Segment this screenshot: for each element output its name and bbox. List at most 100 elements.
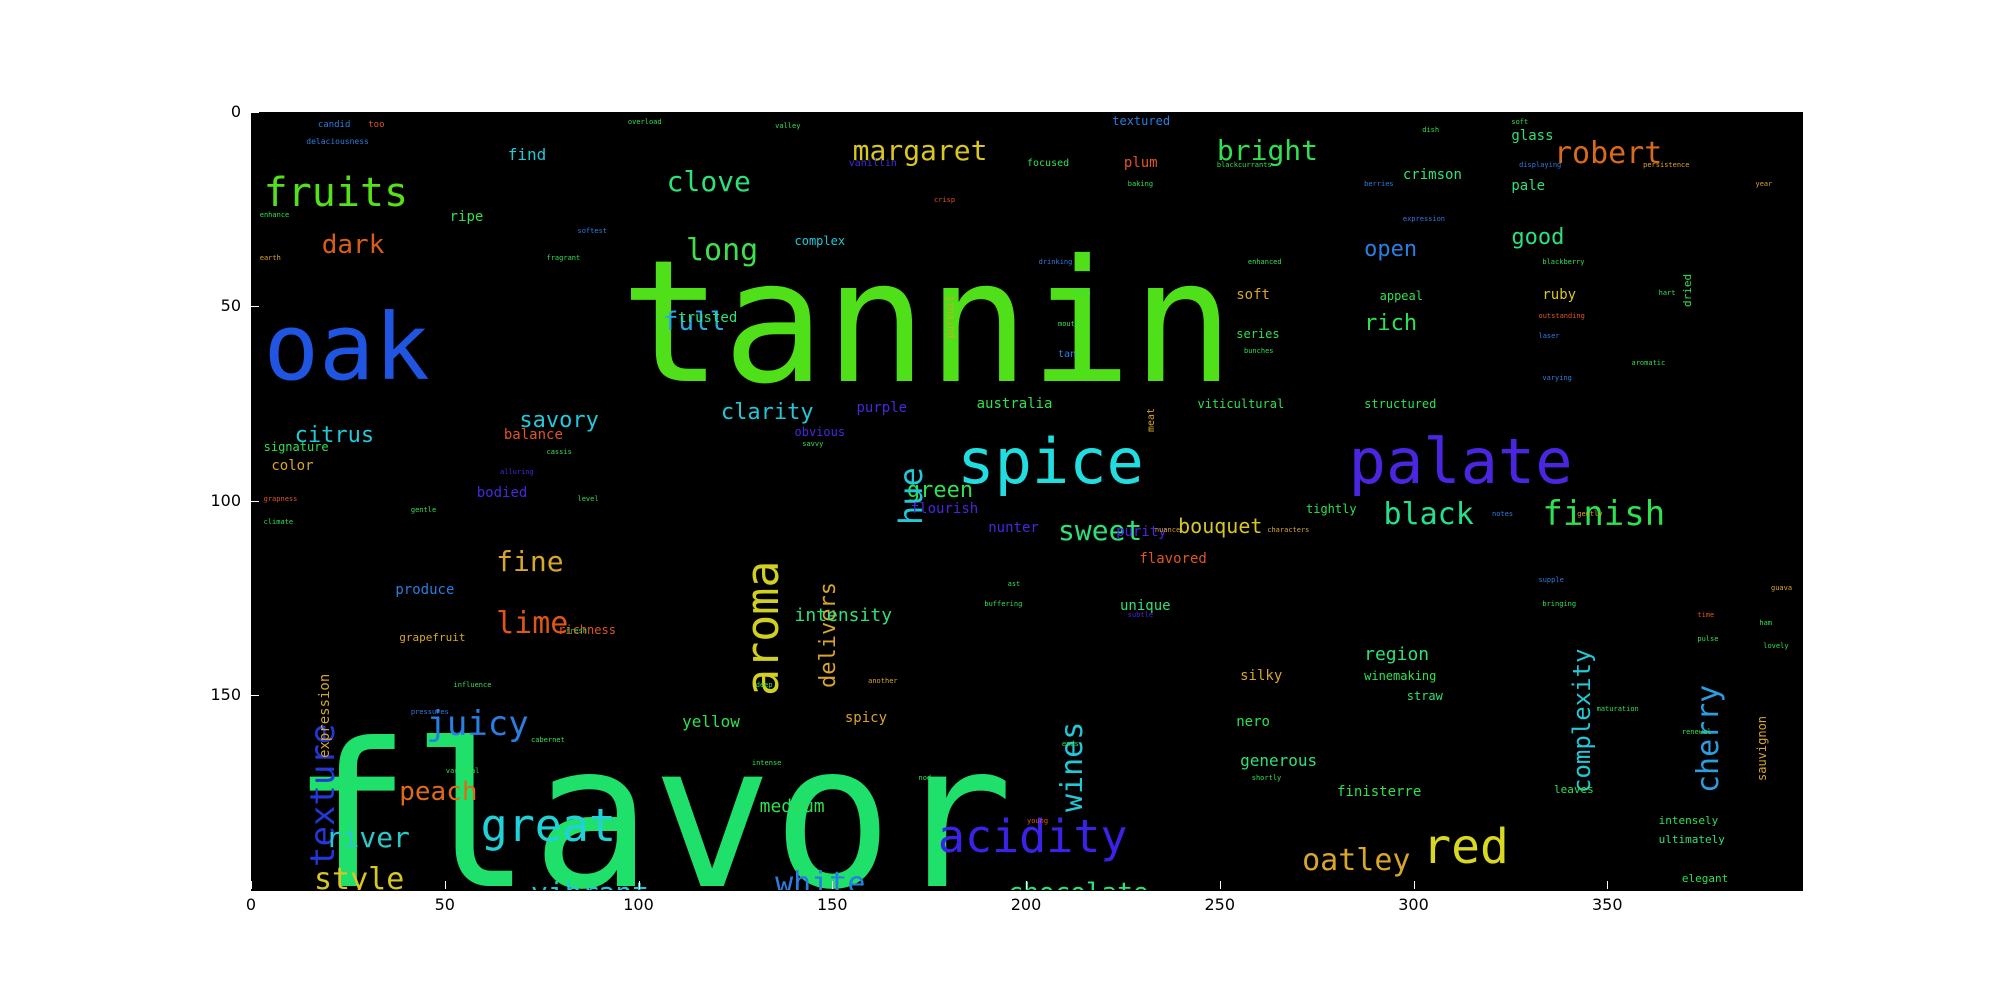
x-tick-mark xyxy=(1413,881,1415,889)
word-drinking: drinking xyxy=(1038,257,1073,266)
word-gentle: gentle xyxy=(410,506,437,515)
x-tick-label: 50 xyxy=(434,895,455,914)
word-berries: berries xyxy=(1364,180,1394,189)
word-juicy: juicy xyxy=(426,703,529,744)
word-purity: purity xyxy=(1116,523,1167,540)
word-series: series xyxy=(1236,327,1280,342)
word-tan: tan xyxy=(1058,348,1077,360)
word-bright: bright xyxy=(1216,133,1319,167)
y-tick-mark xyxy=(251,112,259,113)
word-nero: nero xyxy=(1236,714,1270,731)
word-shortly: shortly xyxy=(1251,774,1282,783)
word-dark: dark xyxy=(321,229,385,260)
word-black: black xyxy=(1383,497,1474,533)
word-balance: balance xyxy=(503,426,563,443)
word-unique: unique xyxy=(1120,597,1171,614)
word-dried: dried xyxy=(1680,274,1694,308)
x-tick-mark xyxy=(638,881,640,889)
word-year: year xyxy=(1755,180,1773,189)
word-too: too xyxy=(368,120,385,131)
word-laser: laser xyxy=(1538,331,1560,340)
word-grapness: grapness xyxy=(263,494,298,503)
word-good: good xyxy=(1511,225,1565,251)
word-margaret: margaret xyxy=(852,133,988,167)
word-richness: richness xyxy=(558,622,616,637)
word-aroma: aroma xyxy=(736,560,790,696)
word-complexity: complexity xyxy=(1567,648,1596,793)
word-flavored: flavored xyxy=(1139,551,1207,568)
word-young: young xyxy=(1027,817,1049,826)
word-red: red xyxy=(1422,819,1509,876)
word-pressures: pressures xyxy=(410,708,449,717)
word-nod: nod xyxy=(918,774,932,783)
x-tick-mark xyxy=(1219,881,1221,889)
word-ast: ast xyxy=(1007,580,1021,589)
word-maturation: maturation xyxy=(1596,704,1639,713)
word-pale: pale xyxy=(1511,178,1546,195)
word-hart: hart xyxy=(1658,288,1676,297)
word-clarity: clarity xyxy=(720,399,814,425)
word-full: full xyxy=(662,307,726,338)
word-blackcurrants: blackcurrants xyxy=(1216,160,1272,169)
word-spicy: spicy xyxy=(844,710,888,727)
word-complex: complex xyxy=(794,234,846,249)
word-softest: softest xyxy=(577,226,608,235)
word-dish: dish xyxy=(1422,125,1440,134)
word-renewal: renewal xyxy=(1681,727,1712,736)
word-valley: valley xyxy=(775,121,801,130)
word-earth: earth xyxy=(259,253,281,262)
word-supple: supple xyxy=(1538,576,1564,585)
word-blackberry: blackberry xyxy=(1542,257,1585,266)
word-vibrant: vibrant xyxy=(531,878,649,890)
word-finish: finish xyxy=(1542,493,1666,534)
x-tick-mark xyxy=(251,881,252,889)
word-winemaking: winemaking xyxy=(1364,669,1437,684)
word-green: green xyxy=(906,477,974,503)
word-peach: peach xyxy=(399,777,478,808)
x-tick-mark xyxy=(1607,881,1609,889)
word-citrus: citrus xyxy=(294,423,375,449)
word-flavor: flavor xyxy=(290,701,1014,891)
word-robert: robert xyxy=(1554,135,1663,171)
word-sweet: sweet xyxy=(1058,514,1143,548)
word-fruits: fruits xyxy=(263,170,409,217)
y-tick-label: 50 xyxy=(220,296,241,316)
word-fresh: fresh xyxy=(565,626,587,635)
word-savory: savory xyxy=(519,407,599,433)
y-tick-mark xyxy=(251,306,259,308)
word-varying: varying xyxy=(1542,374,1572,383)
word-acidity: acidity xyxy=(937,810,1128,864)
word-lovely: lovely xyxy=(1763,642,1789,651)
word-grapefruit: grapefruit xyxy=(399,631,466,645)
word-clove: clove xyxy=(666,164,751,198)
word-find: find xyxy=(507,144,547,164)
word-white: white xyxy=(775,866,866,891)
word-deep: deep xyxy=(755,681,773,690)
x-tick-label: 350 xyxy=(1591,895,1623,914)
word-ultimately: ultimately xyxy=(1658,833,1725,847)
word-outstanding: outstanding xyxy=(1538,312,1585,321)
word-enhance: enhance xyxy=(259,211,290,220)
word-pursuit: pursuit xyxy=(944,296,956,339)
word-soft: soft xyxy=(1236,287,1270,303)
word-lime: lime xyxy=(496,605,569,641)
word-spice: spice xyxy=(957,425,1144,499)
word-produce: produce xyxy=(395,582,455,599)
word-time: time xyxy=(1697,611,1715,620)
x-tick-label: 200 xyxy=(1010,895,1042,914)
word-obvious: obvious xyxy=(794,424,846,439)
word-purple: purple xyxy=(856,399,908,416)
word-glass: glass xyxy=(1511,127,1554,144)
word-baking: baking xyxy=(1127,180,1154,189)
word-another: another xyxy=(868,677,898,686)
word-nunter: nunter xyxy=(988,520,1039,537)
word-great: great xyxy=(480,798,617,852)
word-displaying: displaying xyxy=(1519,160,1562,169)
word-bouquet: bouquet xyxy=(1178,514,1263,539)
word-soft: soft xyxy=(1511,117,1529,126)
word-flourish: flourish xyxy=(910,500,979,517)
x-tick-label: 250 xyxy=(1204,895,1236,914)
word-bodied: bodied xyxy=(476,485,528,502)
word-focused: focused xyxy=(1027,158,1070,170)
word-style: style xyxy=(314,862,405,891)
